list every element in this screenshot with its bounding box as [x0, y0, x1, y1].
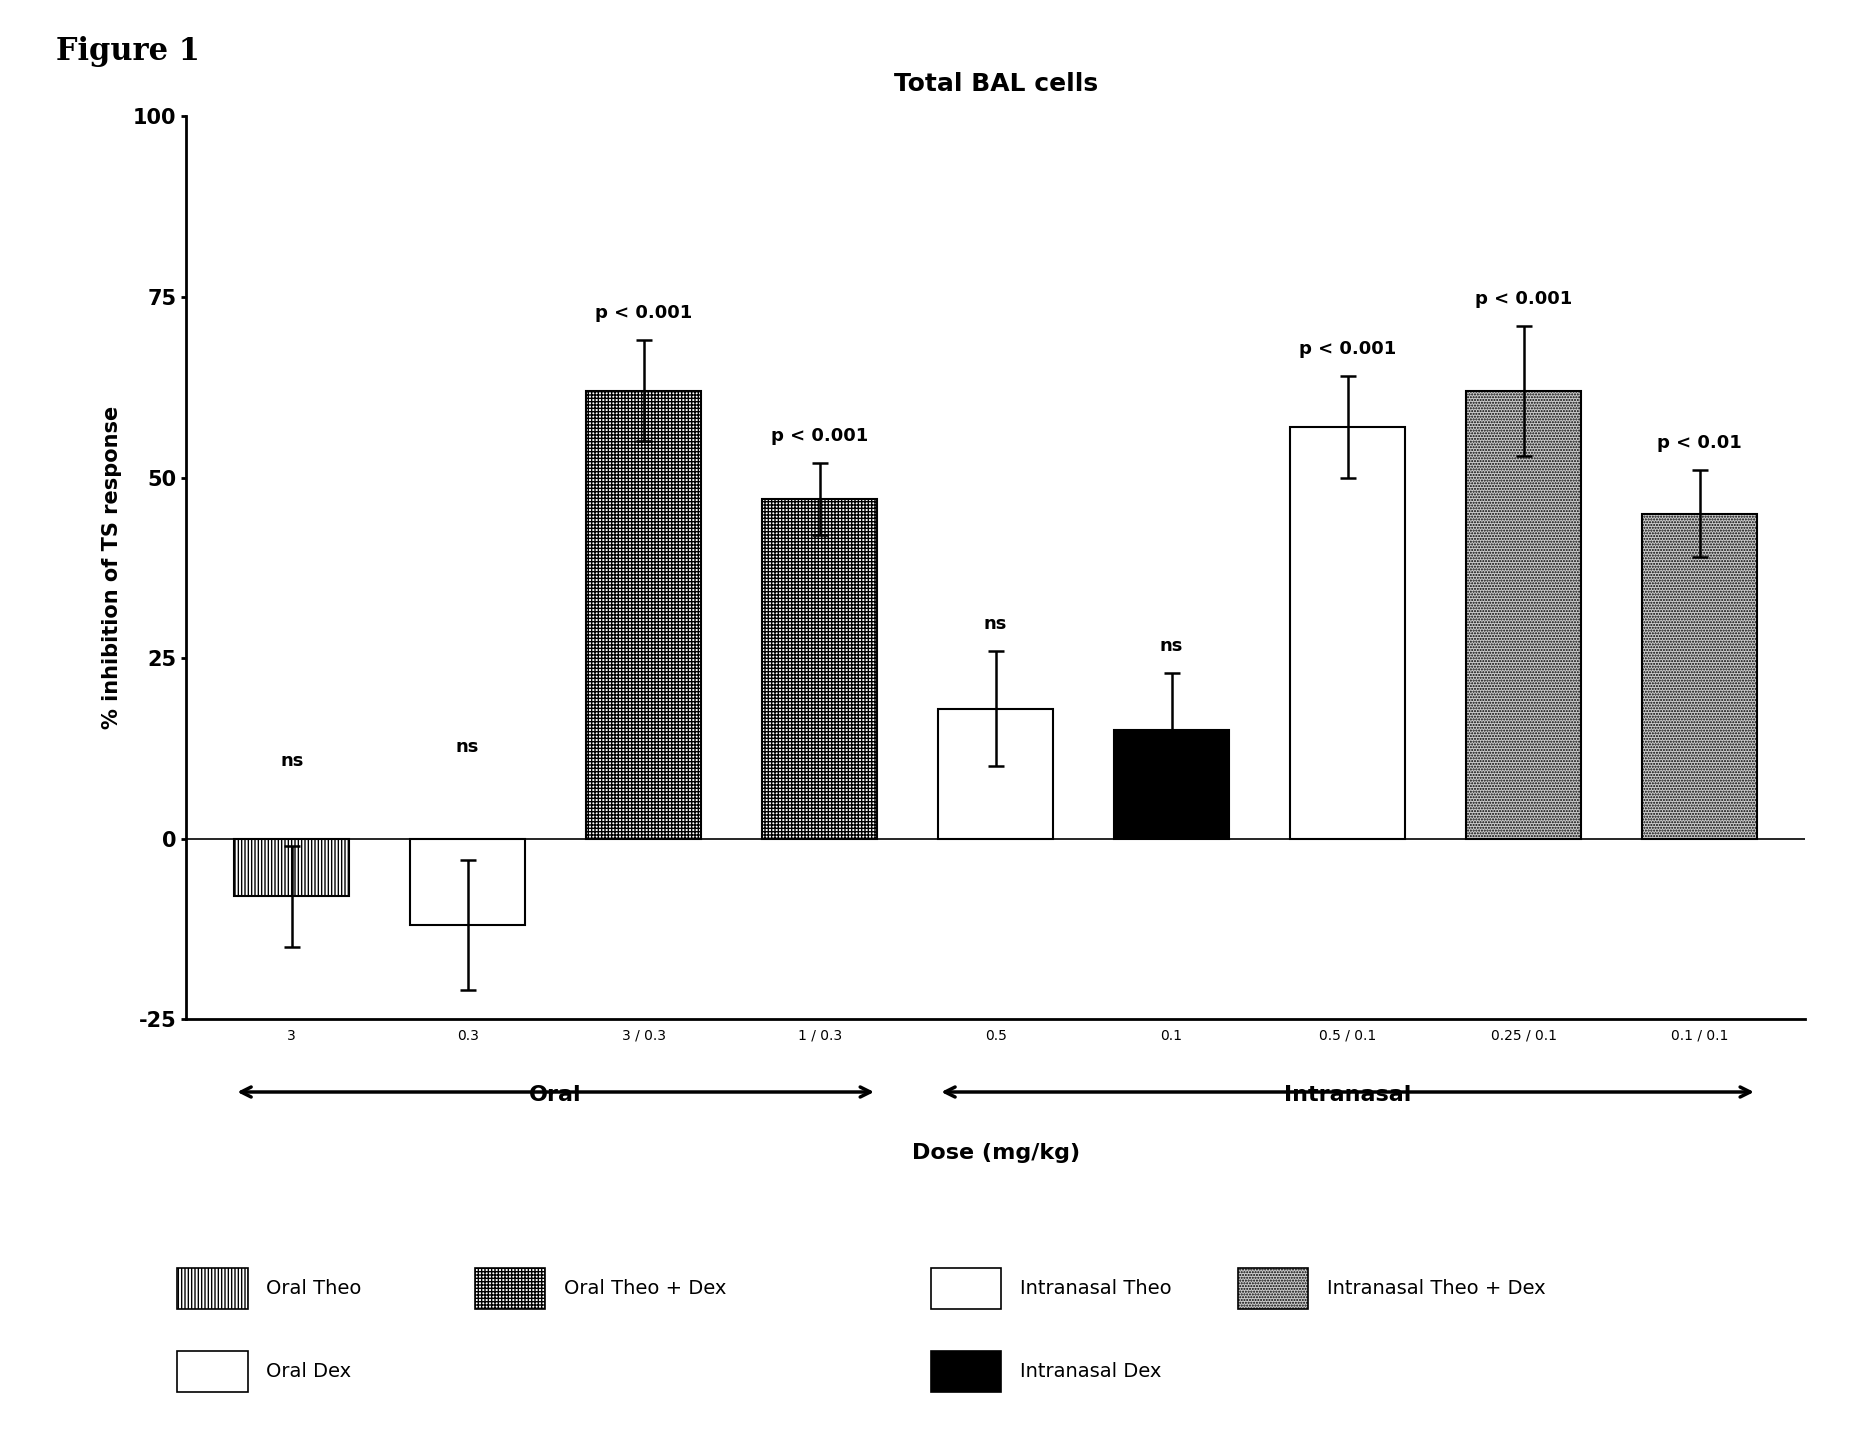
Bar — [411, 839, 525, 926]
Bar — [1290, 427, 1405, 839]
Bar — [586, 390, 702, 839]
Text: p < 0.001: p < 0.001 — [596, 304, 692, 322]
Text: Figure 1: Figure 1 — [56, 36, 199, 67]
Bar — [234, 839, 348, 897]
Bar — [1466, 390, 1580, 839]
Bar — [1643, 514, 1757, 839]
Text: Intranasal Dex: Intranasal Dex — [1020, 1361, 1161, 1382]
Text: Dose (mg/kg): Dose (mg/kg) — [912, 1143, 1079, 1163]
Text: p < 0.001: p < 0.001 — [1476, 290, 1573, 307]
Text: ns: ns — [984, 614, 1007, 633]
Text: Intranasal Theo: Intranasal Theo — [1020, 1278, 1171, 1299]
Bar — [938, 709, 1053, 839]
Text: ns: ns — [1159, 636, 1184, 655]
Text: ns: ns — [279, 753, 303, 770]
Text: Oral: Oral — [529, 1085, 582, 1105]
Text: p < 0.01: p < 0.01 — [1656, 434, 1742, 453]
Text: Oral Dex: Oral Dex — [266, 1361, 352, 1382]
Bar — [763, 499, 877, 839]
Title: Total BAL cells: Total BAL cells — [893, 73, 1098, 96]
Text: Intranasal Theo + Dex: Intranasal Theo + Dex — [1327, 1278, 1545, 1299]
Text: p < 0.001: p < 0.001 — [1299, 341, 1396, 358]
Text: Oral Theo: Oral Theo — [266, 1278, 361, 1299]
Text: p < 0.001: p < 0.001 — [770, 427, 869, 446]
Text: Oral Theo + Dex: Oral Theo + Dex — [564, 1278, 726, 1299]
Y-axis label: % inhibition of TS response: % inhibition of TS response — [102, 406, 121, 729]
Bar — [1115, 731, 1228, 839]
Text: ns: ns — [456, 738, 480, 756]
Text: Intranasal: Intranasal — [1284, 1085, 1411, 1105]
